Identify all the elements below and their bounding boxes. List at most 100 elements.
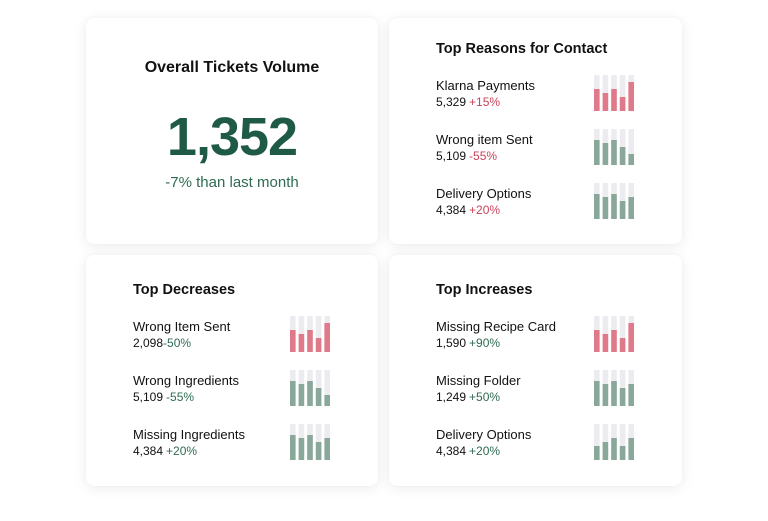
spark-bar [324,395,330,406]
item-label: Wrong item Sent [436,132,533,147]
sparkline-chart [290,424,330,460]
spark-bar [298,438,305,460]
list-item: Wrong item Sent 5,109 -55% [436,129,638,170]
item-label: Missing Folder [436,373,521,388]
spark-bar [611,381,617,406]
spark-bar [619,446,626,460]
top-increases-title: Top Increases [436,282,533,298]
spark-bar [307,435,313,460]
item-value: 4,384 [436,444,467,458]
spark-bar [315,442,322,460]
spark-bar [619,388,626,406]
spark-bar [594,330,600,352]
list-item: Delivery Options 4,384 +20% [436,183,638,224]
spark-bar [290,381,296,406]
list-item: Delivery Options 4,384 +20% [436,424,638,465]
sparkline-chart [594,183,634,219]
item-value: 1,249 [436,390,467,404]
spark-bar [619,147,626,165]
overall-tickets-volume-card: Overall Tickets Volume 1,352 -7% than la… [86,18,378,244]
spark-bar [619,338,626,352]
spark-bar [315,388,322,406]
list-item: Wrong Item Sent 2,098-50% [133,316,334,357]
item-value: 4,384 [133,444,164,458]
spark-bar [594,381,600,406]
spark-bar-track [619,316,626,352]
spark-bar [290,330,296,352]
spark-bar [628,323,634,352]
item-change: +20% [166,444,198,458]
volume-title: Overall Tickets Volume [144,59,320,76]
item-value: 5,109 [133,390,164,404]
item-change: +20% [469,444,501,458]
item-value: 5,109 [436,149,467,163]
spark-bar [628,384,634,406]
spark-bar [628,82,634,111]
top-reasons-card: Top Reasons for Contact Klarna Payments … [389,18,682,244]
item-label: Delivery Options [436,186,532,201]
item-label: Wrong Item Sent [133,319,231,334]
list-item: Missing Ingredients 4,384 +20% [133,424,334,465]
sparkline-chart [594,370,634,406]
item-label: Klarna Payments [436,78,535,93]
spark-bar [602,197,609,219]
spark-bar [307,330,313,352]
item-change: -50% [163,336,192,350]
item-change: -55% [469,149,498,163]
top-decreases-title: Top Decreases [133,282,236,298]
volume-change: -7% than last month [165,174,299,191]
spark-bar [628,154,634,165]
sparkline-chart [594,75,634,111]
spark-bar-track [619,75,626,111]
top-reasons-title: Top Reasons for Contact [436,41,608,57]
item-value: 5,329 [436,95,467,109]
spark-bar [602,334,609,352]
spark-bar-track [324,370,330,406]
spark-bar [602,384,609,406]
sparkline-chart [594,424,634,460]
sparkline-chart [594,316,634,352]
item-change: +20% [469,203,501,217]
spark-bar [602,93,609,111]
sparkline-chart [594,129,634,165]
list-item: Missing Recipe Card 1,590 +90% [436,316,638,357]
item-value: 1,590 [436,336,467,350]
item-label: Delivery Options [436,427,532,442]
top-increases-card: Top Increases Missing Recipe Card 1,590 +… [389,255,682,486]
item-label: Missing Ingredients [133,427,245,442]
spark-bar [611,89,617,111]
item-change: +50% [469,390,501,404]
volume-value: 1,352 [166,107,298,167]
item-label: Missing Recipe Card [436,319,556,334]
item-change: +15% [469,95,501,109]
spark-bar [611,330,617,352]
spark-bar-track [594,424,600,460]
spark-bar [594,446,600,460]
spark-bar-track [628,129,634,165]
spark-bar-track [619,424,626,460]
spark-bar [594,89,600,111]
spark-bar [307,381,313,406]
spark-bar [594,194,600,219]
spark-bar [324,438,330,460]
spark-bar [602,143,609,165]
spark-bar [324,323,330,352]
list-item: Missing Folder 1,249 +50% [436,370,638,411]
spark-bar-track [315,316,322,352]
spark-bar [602,442,609,460]
spark-bar [298,384,305,406]
top-decreases-card: Top Decreases Wrong Item Sent 2,098-50% … [86,255,378,486]
item-change: -55% [166,390,195,404]
item-change: +90% [469,336,501,350]
spark-bar [619,97,626,111]
sparkline-chart [290,316,330,352]
spark-bar [611,140,617,165]
spark-bar [290,435,296,460]
spark-bar [611,438,617,460]
spark-bar [628,438,634,460]
spark-bar [628,197,634,219]
spark-bar [611,194,617,219]
item-label: Wrong Ingredients [133,373,239,388]
item-value: 4,384 [436,203,467,217]
spark-bar [594,140,600,165]
